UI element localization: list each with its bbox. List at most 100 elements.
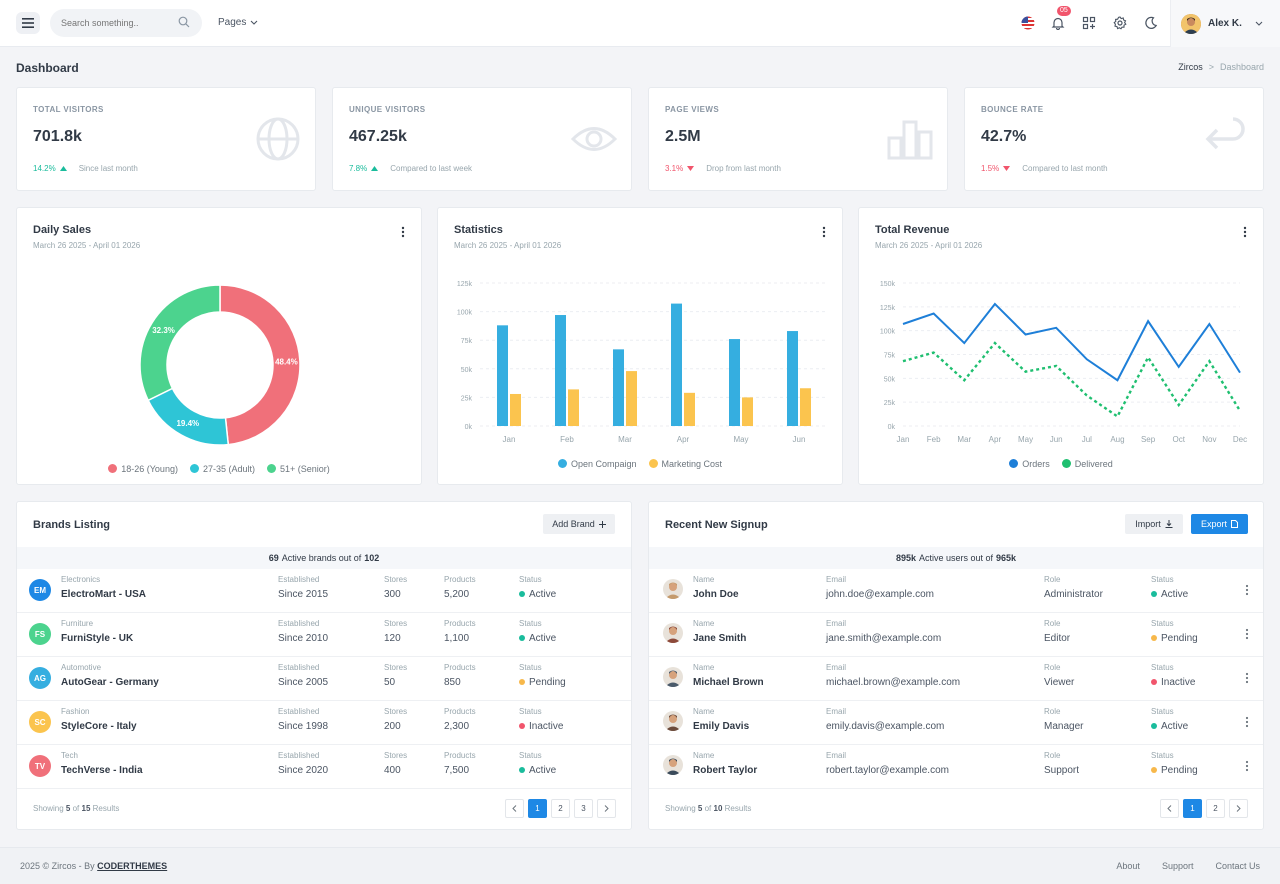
status-dot: [1151, 591, 1157, 597]
row-more-options-icon[interactable]: [1245, 584, 1249, 599]
moon-icon[interactable]: [1142, 14, 1160, 32]
bar-marketing-cost[interactable]: [568, 389, 579, 426]
row-more-options-icon[interactable]: [1245, 628, 1249, 643]
x-tick-label: May: [1018, 435, 1033, 444]
page-3-button[interactable]: 3: [574, 799, 593, 818]
bar-marketing-cost[interactable]: [626, 371, 637, 426]
column-label: Status: [519, 751, 556, 760]
legend-item[interactable]: Delivered: [1062, 459, 1113, 469]
page-2-button[interactable]: 2: [551, 799, 570, 818]
bar-marketing-cost[interactable]: [684, 393, 695, 426]
legend-item[interactable]: 27-35 (Adult): [190, 464, 255, 474]
bar-marketing-cost[interactable]: [510, 394, 521, 426]
row-more-options-icon[interactable]: [1245, 672, 1249, 687]
stat-note: Compared to last week: [390, 164, 472, 173]
import-button[interactable]: Import: [1125, 514, 1183, 534]
legend-item[interactable]: Orders: [1009, 459, 1050, 469]
prev-page-button[interactable]: [505, 799, 524, 818]
table-row[interactable]: SC Fashion StyleCore - Italy Established…: [17, 701, 631, 745]
table-row[interactable]: TV Tech TechVerse - India Established Si…: [17, 745, 631, 789]
user-name[interactable]: John Doe: [693, 589, 739, 600]
row-more-options-icon[interactable]: [1245, 716, 1249, 731]
gear-icon[interactable]: [1111, 14, 1129, 32]
email-cell: Email robert.taylor@example.com: [826, 751, 949, 776]
breadcrumb-root[interactable]: Zircos: [1178, 62, 1203, 72]
column-label: Name: [693, 619, 746, 628]
bar-marketing-cost[interactable]: [742, 397, 753, 426]
brands-showing-results: Showing 5 of 15 Results: [33, 804, 119, 813]
user-name[interactable]: Michael Brown: [693, 677, 764, 688]
brand-avatar: TV: [29, 755, 51, 777]
user-name[interactable]: Robert Taylor: [693, 765, 757, 776]
legend-item[interactable]: 51+ (Senior): [267, 464, 330, 474]
next-page-button[interactable]: [1229, 799, 1248, 818]
add-brand-button[interactable]: Add Brand: [543, 514, 615, 534]
legend-item[interactable]: Open Compaign: [558, 459, 637, 469]
user-name[interactable]: Jane Smith: [693, 633, 746, 644]
status-text: Pending: [1161, 765, 1198, 776]
column-label: Status: [519, 663, 566, 672]
brand-name[interactable]: FurniStyle - UK: [61, 633, 133, 644]
apps-grid-icon[interactable]: [1080, 14, 1098, 32]
legend-item[interactable]: 18-26 (Young): [108, 464, 178, 474]
y-tick-label: 0k: [465, 424, 473, 431]
table-row[interactable]: Name Jane Smith Email jane.smith@example…: [649, 613, 1263, 657]
brand-name[interactable]: AutoGear - Germany: [61, 677, 159, 688]
table-row[interactable]: EM Electronics ElectroMart - USA Establi…: [17, 569, 631, 613]
return-arrow-icon: [1203, 116, 1249, 165]
user-role: Support: [1044, 765, 1079, 776]
bar-open-compaign[interactable]: [613, 349, 624, 426]
user-name[interactable]: Emily Davis: [693, 721, 749, 732]
row-more-options-icon[interactable]: [1245, 760, 1249, 775]
column-label: Status: [519, 707, 563, 716]
bar-open-compaign[interactable]: [497, 325, 508, 426]
brand-name-cell: Fashion StyleCore - Italy: [61, 707, 137, 732]
status-text: Inactive: [529, 721, 563, 732]
table-row[interactable]: Name Emily Davis Email emily.davis@examp…: [649, 701, 1263, 745]
donut-slice[interactable]: [140, 285, 220, 400]
table-row[interactable]: FS Furniture FurniStyle - UK Established…: [17, 613, 631, 657]
user-avatar: [663, 579, 683, 599]
footer-link-about[interactable]: About: [1116, 861, 1140, 871]
products-cell: Products 5,200: [444, 575, 476, 600]
footer-brand-link[interactable]: CODERTHEMES: [97, 861, 167, 871]
prev-page-button[interactable]: [1160, 799, 1179, 818]
page-1-button[interactable]: 1: [528, 799, 547, 818]
brand-category: Fashion: [61, 707, 137, 716]
brand-name[interactable]: TechVerse - India: [61, 765, 143, 776]
user-menu[interactable]: Alex K.: [1170, 0, 1280, 47]
brand-name[interactable]: ElectroMart - USA: [61, 589, 146, 600]
bar-marketing-cost[interactable]: [800, 388, 811, 426]
orders-line[interactable]: [903, 304, 1240, 380]
table-row[interactable]: Name John Doe Email john.doe@example.com…: [649, 569, 1263, 613]
bar-open-compaign[interactable]: [787, 331, 798, 426]
bell-icon[interactable]: [1049, 14, 1067, 32]
bar-open-compaign[interactable]: [729, 339, 740, 426]
export-button[interactable]: Export: [1191, 514, 1248, 534]
menu-toggle-button[interactable]: [16, 12, 40, 34]
name-cell: Name Jane Smith: [693, 619, 746, 644]
stat-change-value: 3.1%: [665, 164, 683, 173]
brand-name[interactable]: StyleCore - Italy: [61, 721, 137, 732]
page-1-button[interactable]: 1: [1183, 799, 1202, 818]
download-icon: [1165, 520, 1173, 528]
table-row[interactable]: AG Automotive AutoGear - Germany Establi…: [17, 657, 631, 701]
footer-link-contact-us[interactable]: Contact Us: [1215, 861, 1260, 871]
stores-value: 120: [384, 633, 407, 644]
established-value: Since 2015: [278, 589, 328, 600]
us-flag-icon[interactable]: [1019, 14, 1037, 32]
page-2-button[interactable]: 2: [1206, 799, 1225, 818]
footer-link-support[interactable]: Support: [1162, 861, 1194, 871]
table-row[interactable]: Name Robert Taylor Email robert.taylor@e…: [649, 745, 1263, 789]
bar-open-compaign[interactable]: [555, 315, 566, 426]
donut-slice[interactable]: [148, 388, 228, 445]
pages-menu[interactable]: Pages: [218, 17, 258, 28]
breadcrumb-separator: >: [1209, 62, 1214, 72]
search-icon[interactable]: [178, 16, 190, 31]
legend-item[interactable]: Marketing Cost: [649, 459, 723, 469]
bar-open-compaign[interactable]: [671, 304, 682, 426]
next-page-button[interactable]: [597, 799, 616, 818]
table-row[interactable]: Name Michael Brown Email michael.brown@e…: [649, 657, 1263, 701]
hamburger-icon: [22, 18, 34, 28]
status-cell: Status Active: [519, 751, 556, 776]
